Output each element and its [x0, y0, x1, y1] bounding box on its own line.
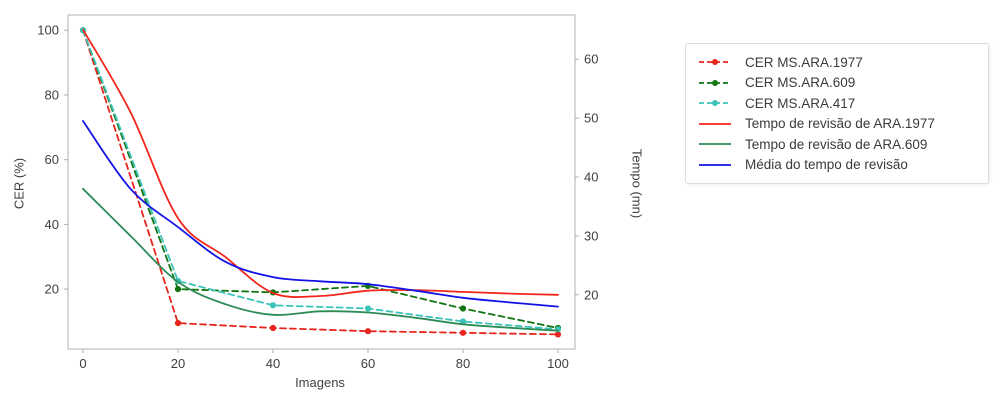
- legend-item-tempo-revisao-ara-1977: Tempo de revisão de ARA.1977: [686, 115, 988, 133]
- legend-swatch-tempo-revisao-ara-609: [698, 138, 732, 150]
- x-tick-label: 60: [361, 356, 375, 371]
- series-marker-cer-ms-ara-1977: [554, 331, 562, 338]
- series-marker-cer-ms-ara-1977: [269, 324, 277, 332]
- series-line-cer-ms-ara-1977: [82, 29, 559, 336]
- x-tick-label: 80: [456, 356, 470, 371]
- legend-swatch-line: [699, 143, 731, 146]
- y-right-tick-label: 40: [584, 169, 598, 184]
- series-marker-cer-ms-ara-609: [174, 286, 182, 293]
- legend-item-media-tempo-revisao: Média do tempo de revisão: [686, 156, 988, 174]
- series-marker-cer-ms-ara-1977: [364, 328, 372, 335]
- legend-swatch-tempo-revisao-ara-1977: [698, 118, 732, 130]
- legend-label: Tempo de revisão de ARA.609: [745, 136, 928, 152]
- legend-label: CER MS.ARA.417: [745, 95, 856, 111]
- series-marker-cer-ms-ara-1977: [174, 320, 182, 327]
- legend-label: Média do tempo de revisão: [745, 157, 908, 173]
- y-right-tick-label: 30: [584, 228, 598, 243]
- series-marker-cer-ms-ara-417: [364, 305, 372, 312]
- legend-swatch-line: [699, 79, 731, 86]
- y-left-tick-label: 40: [45, 217, 59, 232]
- x-tick-label: 0: [79, 356, 86, 371]
- legend-item-cer-ms-ara-609: CER MS.ARA.609: [686, 74, 988, 92]
- y-left-tick-label: 60: [45, 152, 59, 167]
- legend-item-cer-ms-ara-417: CER MS.ARA.417: [686, 94, 988, 112]
- legend-label: Tempo de revisão de ARA.1977: [745, 116, 935, 132]
- legend-swatch-line: [699, 163, 731, 166]
- x-tick-label: 100: [547, 356, 569, 371]
- series-line-cer-ms-ara-609: [82, 29, 559, 329]
- series-marker-cer-ms-ara-417: [459, 318, 467, 325]
- series-line-tempo-de-revis-o-de-ara-1977: [82, 28, 559, 298]
- legend-swatch-line: [699, 122, 731, 125]
- y-right-tick-label: 50: [584, 111, 598, 126]
- series-line-m-dia-do-tempo-de-revis-o: [82, 120, 559, 308]
- legend-item-tempo-revisao-ara-609: Tempo de revisão de ARA.609: [686, 135, 988, 153]
- series-line-tempo-de-revis-o-de-ara-609: [82, 187, 559, 332]
- legend-item-cer-ms-ara-1977: CER MS.ARA.1977: [686, 53, 988, 71]
- y-right-tick-label: 20: [584, 287, 598, 302]
- series-line-cer-ms-ara-417: [82, 29, 559, 331]
- x-tick-label: 20: [171, 356, 185, 371]
- y-left-tick-label: 80: [45, 87, 59, 102]
- legend-label: CER MS.ARA.609: [745, 75, 856, 91]
- legend-swatch-cer-ms-ara-417: [698, 97, 732, 109]
- legend-swatch-cer-ms-ara-609: [698, 77, 732, 89]
- y-left-tick-label: 20: [45, 282, 59, 297]
- y-left-tick-label: 100: [37, 23, 59, 38]
- legend-swatch-cer-ms-ara-1977: [698, 56, 732, 68]
- chart-legend: CER MS.ARA.1977 CER MS.ARA.609 CER MS.AR…: [685, 43, 989, 184]
- legend-swatch-line: [699, 59, 731, 66]
- legend-label: CER MS.ARA.1977: [745, 54, 863, 70]
- series-marker-cer-ms-ara-417: [269, 302, 277, 309]
- x-tick-label: 40: [266, 356, 280, 371]
- legend-swatch-media-tempo-revisao: [698, 159, 732, 171]
- series-marker-cer-ms-ara-609: [459, 305, 467, 312]
- series-marker-cer-ms-ara-1977: [459, 329, 467, 336]
- plot-border: [67, 14, 576, 350]
- y-right-tick-label: 60: [584, 52, 598, 67]
- legend-swatch-line: [699, 100, 731, 107]
- chart-canvas: 0 20 40 60 80 100 20 40 60 80 100 20 30 40 50 60: [37, 14, 598, 371]
